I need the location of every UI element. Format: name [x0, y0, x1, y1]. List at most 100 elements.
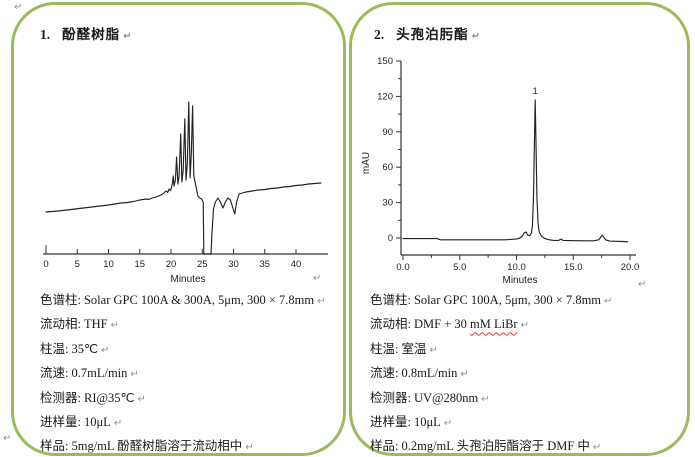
paragraph-mark: ↵: [317, 296, 326, 307]
x-axis-title: Minutes: [170, 274, 205, 285]
spec-value: 5mg/mL 酚醛树脂溶于流动相中: [71, 439, 243, 454]
x-axis-tick-label: 15: [134, 259, 145, 270]
paragraph-mark: ↵: [429, 344, 438, 356]
paragraph-mark: ↵: [3, 433, 12, 444]
spec-value: 10μL: [83, 415, 111, 430]
paragraph-mark: ↵: [443, 418, 453, 430]
spec-label: 色谱柱:: [370, 293, 411, 307]
paragraph-mark: ↵: [313, 273, 322, 284]
y-axis-tick-label: 120: [377, 91, 393, 102]
spec-label: 进样量:: [370, 415, 411, 430]
spec-label: 流动相:: [370, 317, 411, 332]
panel-title: 1. 酚醛树脂 ↵: [40, 23, 132, 43]
panel-cefpodoxime-proxetil: 2. 头孢泊肟酯 ↵ 0.0 5.0 10.0 15.0 20.0 0 30 60 90 120 150…: [349, 2, 690, 456]
spec-row-column-temp: 柱温: 室温 ↵: [370, 338, 681, 362]
spec-value: 0.8mL/min: [401, 366, 458, 381]
paragraph-mark: ↵: [101, 344, 110, 356]
spec-value: RI@35℃: [83, 390, 135, 405]
paragraph-mark: ↵: [592, 442, 602, 454]
spec-row-injection-volume: 进样量: 10μL ↵: [370, 411, 681, 435]
spec-row-column: 色谱柱: Solar GPC 100A & 300A, 5μm, 300 × 7.…: [40, 289, 337, 313]
paragraph-mark: ↵: [113, 418, 123, 430]
paragraph-mark: ↵: [481, 393, 490, 405]
y-axis-title: mAU: [361, 152, 372, 174]
spec-label: 柱温:: [370, 341, 399, 356]
spec-value: Solar GPC 100A, 5μm, 300 × 7.8mm: [413, 293, 602, 307]
paragraph-mark: ↵: [123, 31, 132, 42]
paragraph-mark: ↵: [245, 442, 254, 454]
spec-row-detector: 检测器: UV@280nm ↵: [370, 387, 681, 411]
x-axis-tick-label: 0: [43, 259, 48, 270]
spec-label: 检测器:: [40, 390, 81, 405]
panel-title: 2. 头孢泊肟酯 ↵: [374, 23, 480, 43]
spec-row-sample: 样品: 5mg/mL 酚醛树脂溶于流动相中 ↵: [40, 435, 337, 457]
spec-value: 室温: [401, 341, 427, 356]
spec-label: 流动相:: [40, 317, 81, 332]
method-conditions-list: 色谱柱: Solar GPC 100A, 5μm, 300 × 7.8mm ↵ 流动…: [370, 289, 681, 457]
spec-row-mobile-phase: 流动相: DMF + 30 mM LiBr ↵: [370, 313, 681, 337]
spec-row-flow-rate: 流速: 0.7mL/min ↵: [40, 362, 337, 386]
paragraph-mark: ↵: [110, 320, 119, 332]
x-axis-tick-label: 10: [103, 259, 114, 270]
panel-number: 1.: [40, 27, 51, 42]
spec-label: 流速:: [40, 366, 69, 381]
spec-label: 检测器:: [370, 390, 411, 405]
y-axis-tick-label: 0: [388, 233, 393, 244]
paragraph-mark: ↵: [460, 369, 469, 381]
method-conditions-list: 色谱柱: Solar GPC 100A & 300A, 5μm, 300 × 7.…: [40, 289, 337, 457]
paragraph-mark: ↵: [604, 296, 613, 307]
x-axis-tick-label: 5.0: [453, 262, 466, 273]
y-axis-tick-label: 150: [377, 56, 393, 67]
spec-row-mobile-phase: 流动相: THF ↵: [40, 313, 337, 337]
paragraph-mark: ↵: [14, 2, 23, 13]
spec-value: 10μL: [413, 415, 441, 430]
x-axis-tick-label: 20: [166, 259, 177, 270]
x-axis-tick-label: 40: [291, 259, 302, 270]
chromatogram-gpc-ri: 0 5 10 15 20 25 30 35 40 Minutes: [43, 101, 328, 285]
spec-value: UV@280nm: [413, 390, 479, 405]
axis-ticks: 0.0 5.0 10.0 15.0 20.0 0 30 60 90 120 150: [377, 56, 639, 273]
spec-label: 样品:: [370, 439, 399, 454]
spec-value: Solar GPC 100A & 300A, 5μm, 300 × 7.8mm: [83, 293, 315, 307]
spec-label: 柱温:: [40, 341, 69, 356]
x-axis-tick-label: 30: [228, 259, 239, 270]
signal-trace: [402, 99, 629, 243]
paragraph-mark: ↵: [137, 393, 146, 405]
spec-row-column: 色谱柱: Solar GPC 100A, 5μm, 300 × 7.8mm ↵: [370, 289, 681, 313]
x-axis-tick-label: 10.0: [507, 262, 526, 273]
spec-value: 35℃: [71, 341, 99, 356]
peak-label: 1: [533, 86, 538, 97]
spec-label: 流速:: [370, 366, 399, 381]
spec-label: 进样量:: [40, 415, 81, 430]
spec-row-flow-rate: 流速: 0.8mL/min ↵: [370, 362, 681, 386]
x-axis-tick-label: 0.0: [396, 262, 409, 273]
spec-label: 色谱柱:: [40, 293, 81, 307]
spec-value-spellcheck-flagged: mM LiBr: [470, 317, 518, 332]
spec-label: 样品:: [40, 439, 69, 454]
panel-title-text: 酚醛树脂: [62, 27, 121, 43]
x-axis-tick-label: 5: [75, 259, 80, 270]
spec-row-detector: 检测器: RI@35℃ ↵: [40, 387, 337, 411]
spec-row-column-temp: 柱温: 35℃ ↵: [40, 338, 337, 362]
spec-row-sample: 样品: 0.2mg/mL 头孢泊肟酯溶于 DMF 中 ↵: [370, 435, 681, 457]
spec-value: 0.7mL/min: [71, 366, 128, 381]
x-axis-ticks: 0 5 10 15 20 25 30 35 40: [43, 245, 301, 270]
paragraph-mark: ↵: [130, 369, 139, 381]
spec-value: DMF + 30: [413, 317, 471, 332]
x-axis-tick-label: 35: [259, 259, 270, 270]
x-axis-title: Minutes: [502, 275, 537, 286]
paragraph-mark: ↵: [471, 31, 481, 42]
paragraph-mark: ↵: [638, 279, 647, 290]
paragraph-mark: ↵: [520, 320, 529, 332]
panel-phenolic-resin: 1. 酚醛树脂 ↵ 0 5 10 15 20 25 30 35 40 Minutes ↵ 色谱柱: S…: [11, 2, 346, 456]
x-axis-tick-label: 15.0: [564, 262, 583, 273]
signal-trace: [45, 101, 322, 255]
y-axis-tick-label: 30: [382, 198, 393, 209]
spec-row-injection-volume: 进样量: 10μL ↵: [40, 411, 337, 435]
y-axis-tick-label: 90: [382, 127, 393, 138]
panel-title-text: 头孢泊肟酯: [396, 27, 469, 43]
x-axis-tick-label: 25: [197, 259, 208, 270]
panel-number: 2.: [374, 27, 385, 42]
